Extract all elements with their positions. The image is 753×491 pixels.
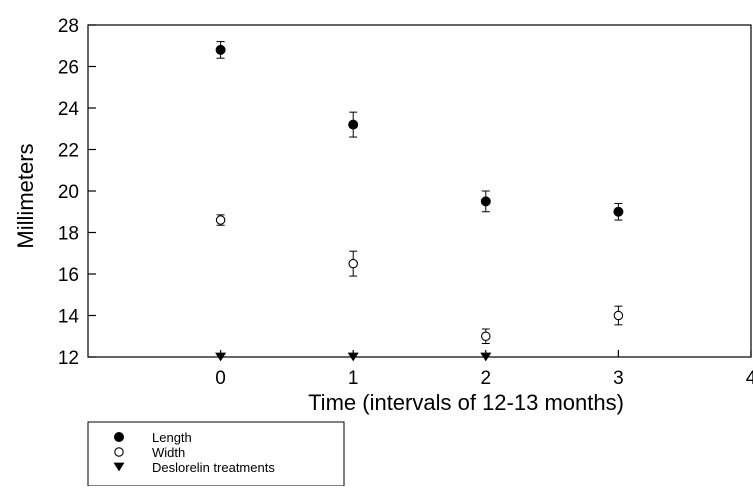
axes [87,24,752,358]
y-tick-label: 22 [58,141,79,162]
x-tick-label: 2 [481,368,492,389]
data-point-deslorelin-treatments [215,352,227,362]
data-point-width [613,310,624,321]
data-point-width [348,258,358,269]
x-tick-label: 3 [613,368,624,389]
x-axis-ticks: 0 1 2 3 4 [215,350,753,389]
y-tick-label: 28 [58,16,79,37]
data-point-deslorelin-treatments [480,352,492,362]
data-point-length [348,119,359,130]
legend-box [87,421,345,487]
x-tick-label: 4 [746,368,753,389]
data-point-length [613,206,624,217]
y-axis-label: Millimeters [13,143,38,248]
legend-marker-width [114,447,124,457]
y-tick-label: 20 [58,182,79,203]
data-points [215,41,624,362]
legend-label-length: Length [152,430,192,445]
legend-label-deslorelin-treatments: Deslorelin treatments [152,460,275,475]
data-point-width [215,215,226,225]
legend-marker-deslorelin-treatments [113,462,125,472]
data-point-length [215,44,226,55]
data-point-width [481,331,491,341]
x-axis-label: Time (intervals of 12-13 months) [308,390,624,415]
y-tick-label: 12 [58,348,79,369]
y-tick-label: 18 [58,224,79,245]
legend-label-width: Width [152,445,185,460]
data-point-length [480,196,491,207]
data-point-deslorelin-treatments [347,352,359,362]
y-tick-label: 16 [58,265,79,286]
y-axis-ticks: 12 14 16 18 20 22 24 26 28 [58,16,96,369]
legend-marker-length [114,432,124,442]
x-tick-label: 0 [215,368,226,389]
y-tick-label: 14 [58,307,80,328]
x-tick-label: 1 [348,368,359,389]
y-tick-label: 26 [58,58,79,79]
plot-frame [87,24,752,358]
y-tick-label: 24 [58,99,80,120]
